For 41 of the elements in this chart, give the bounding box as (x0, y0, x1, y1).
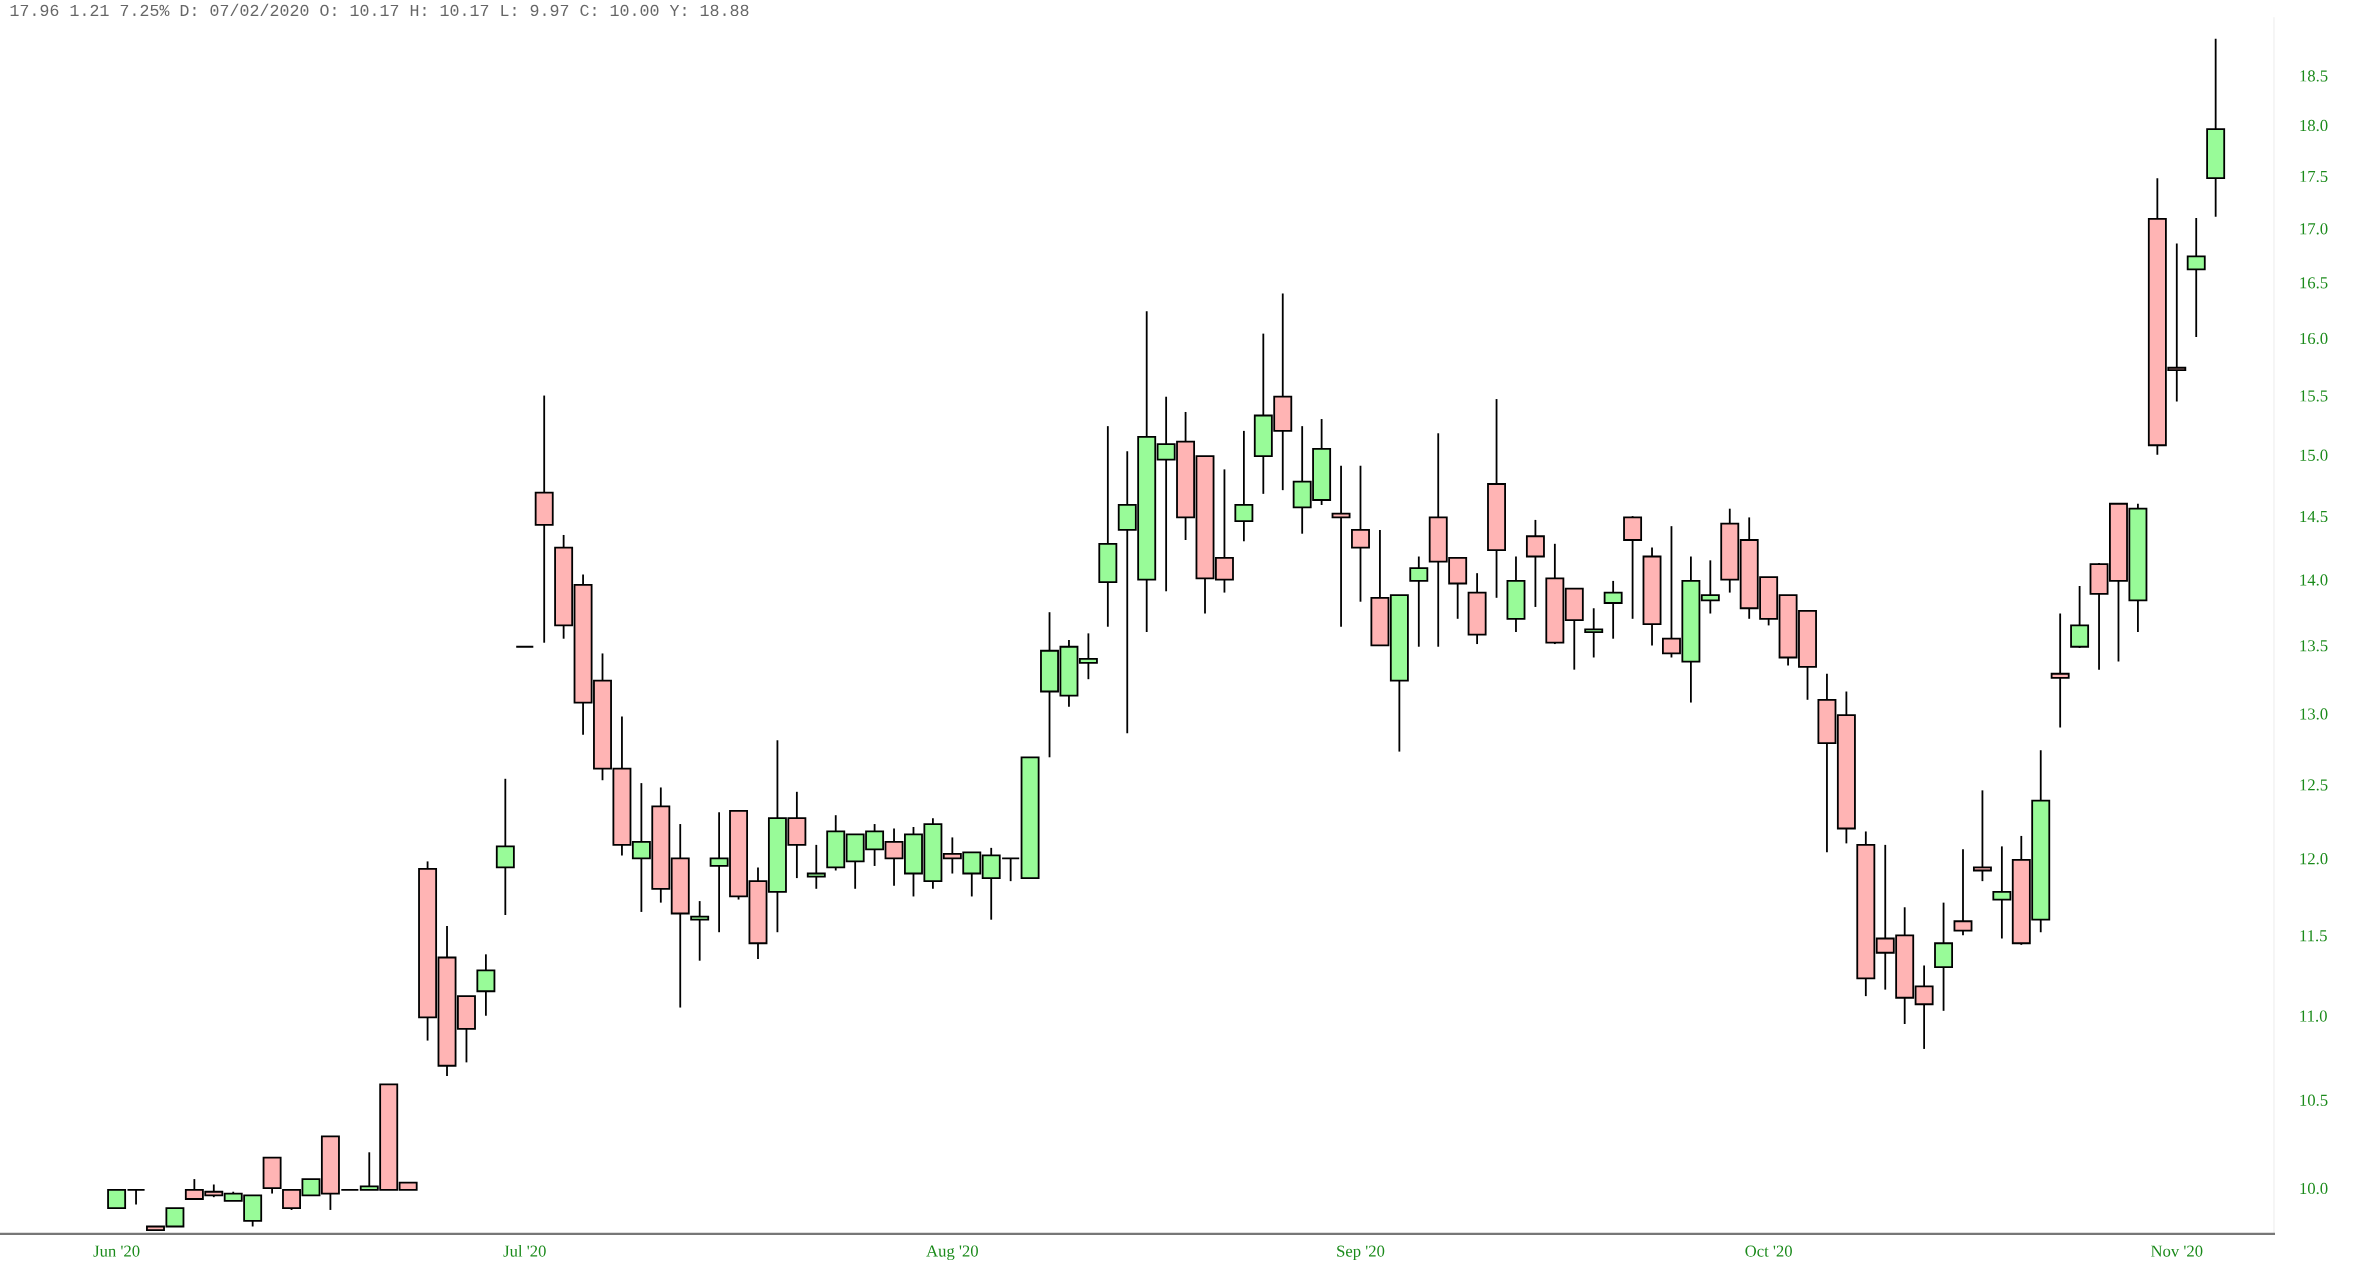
y-tick-label: 16.0 (2300, 332, 2328, 345)
candlestick (1409, 555, 1429, 648)
y-tick-label: 10.5 (2300, 1094, 2328, 1106)
candlestick (1331, 464, 1351, 628)
y-tick-label: 17.0 (2300, 223, 2328, 235)
y-tick-label: 17.5 (2300, 170, 2328, 183)
y-tick-label: 10.0 (2300, 1182, 2328, 1195)
x-tick-label: Nov '20 (2151, 1245, 2203, 1257)
candlestick (476, 953, 496, 1017)
y-tick-label: 15.5 (2300, 390, 2328, 402)
x-tick-label: Aug '20 (926, 1245, 978, 1261)
y-tick-label: 11.0 (2300, 1010, 2327, 1022)
candlestick (1234, 429, 1254, 543)
candlestick (1934, 901, 1954, 1012)
y-tick-label: 16.5 (2300, 277, 2328, 289)
y-tick-label: 18.0 (2300, 119, 2328, 132)
y-tick-label: 14.0 (2300, 574, 2328, 586)
candlestick (1603, 580, 1623, 640)
candlestick (1623, 515, 1643, 620)
text: 17.96 1.21 7.25% D: 07/02/2020 O: 10.17 H: 10.17 L: 9.97 C: 10.00 Y: 18.88 (10, 3, 749, 17)
candlestick (2070, 585, 2090, 649)
y-tick-label: 15.0 (2300, 449, 2328, 461)
candlestick (1351, 464, 1370, 603)
y-tick-label: 11.5 (2300, 930, 2327, 942)
y-tick-label: 13.0 (2300, 708, 2328, 720)
candlestick (495, 777, 515, 916)
x-tick-label: Jul '20 (503, 1245, 546, 1257)
y-tick-label: 14.5 (2300, 510, 2328, 523)
x-tick-label: Oct '20 (1745, 1245, 1792, 1257)
y-tick-label: 12.0 (2300, 853, 2328, 865)
candlestick (690, 900, 710, 962)
candlestick (1525, 518, 1545, 608)
y-tick-label: 12.5 (2300, 779, 2328, 791)
y-tick-label: 18.5 (2300, 70, 2328, 82)
candlestick (1584, 607, 1604, 659)
candlestick (2050, 612, 2070, 729)
y-tick-label: 13.5 (2300, 640, 2328, 652)
candlestick (2186, 216, 2206, 338)
x-tick-label: Jun '20 (93, 1245, 140, 1257)
candlestick (1953, 848, 1973, 937)
x-tick-label: Sep '20 (1337, 1245, 1385, 1261)
